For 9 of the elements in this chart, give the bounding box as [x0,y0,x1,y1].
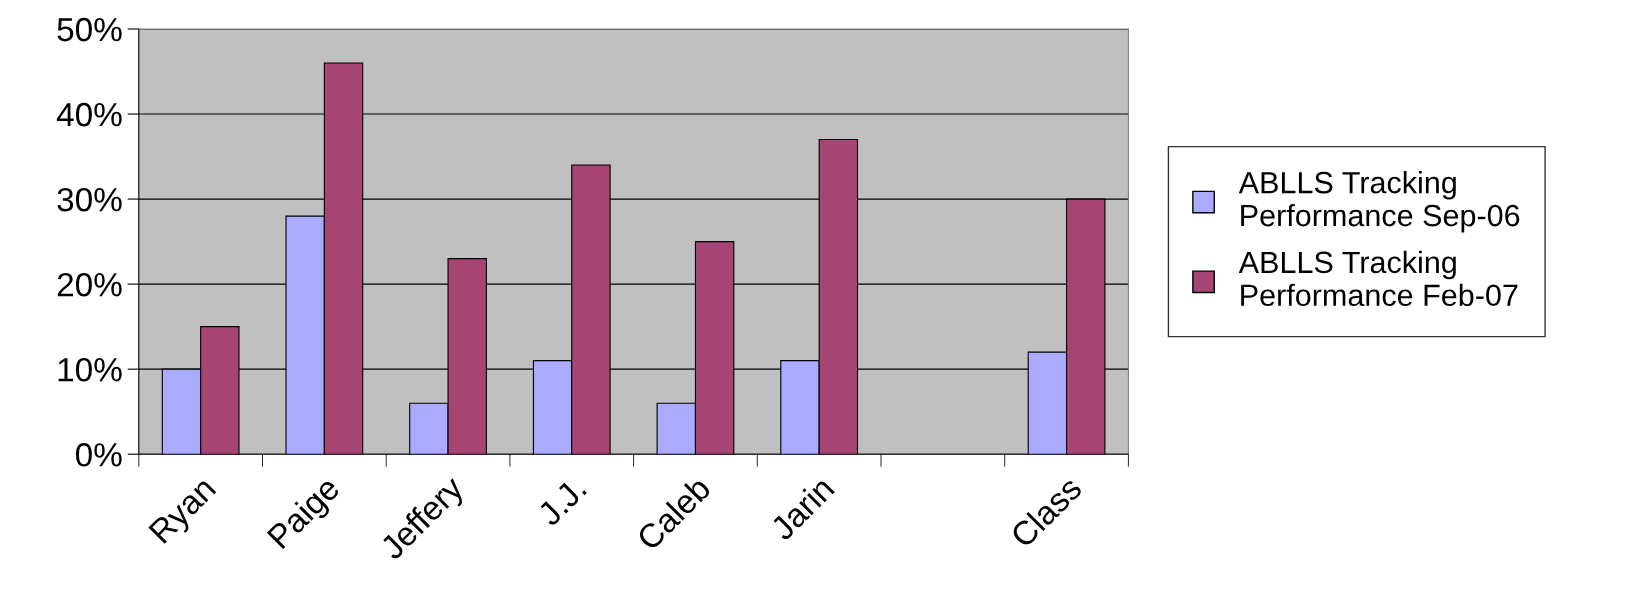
y-tick-label: 10% [58,357,122,382]
legend-label: ABLLS Tracking Performance Sep-06 [1238,171,1520,233]
y-tick-label: 20% [57,272,122,297]
y-tick-label: 50% [57,17,122,42]
x-tick-label: J.J. [536,476,587,528]
legend-label: ABLLS Tracking Performance Feb-07 [1238,250,1518,307]
y-tick-label: 30% [57,187,122,212]
y-tick-label: 40% [56,102,122,127]
y-tick-label: 0% [75,443,122,467]
